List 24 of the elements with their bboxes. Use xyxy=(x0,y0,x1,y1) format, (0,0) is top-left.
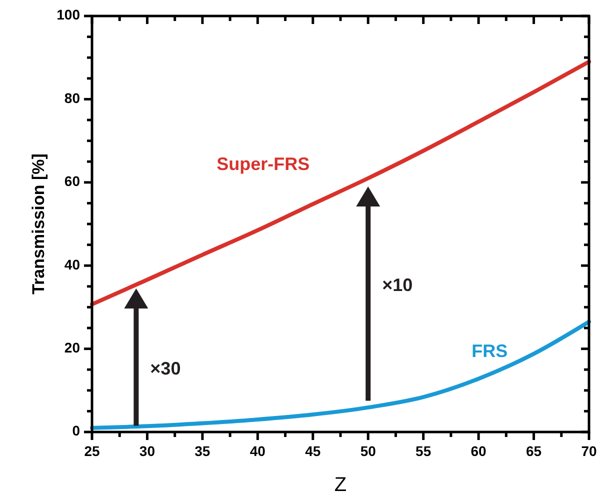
y-tick-label: 40 xyxy=(64,256,80,272)
x-tick-label: 35 xyxy=(194,443,210,459)
x-tick-label: 30 xyxy=(139,443,156,459)
line-series xyxy=(90,320,591,430)
y-tick-label: 60 xyxy=(64,173,80,190)
x-tick-label: 25 xyxy=(84,443,100,459)
x-tick-label: 70 xyxy=(581,443,597,459)
x-tick-label: 55 xyxy=(416,443,432,459)
x-tick-label: 45 xyxy=(305,443,321,459)
y-tick-label: 0 xyxy=(72,422,80,439)
x-tick-label: 50 xyxy=(360,443,376,459)
x-tick-label: 60 xyxy=(470,443,487,459)
y-tick-label: 20 xyxy=(64,340,80,356)
annotation: ×10 xyxy=(382,275,413,296)
x-tick-label: 65 xyxy=(526,443,542,459)
y-tick-label: 80 xyxy=(64,90,80,106)
x-axis-title: Z xyxy=(334,474,347,496)
series-label: FRS xyxy=(472,341,508,362)
line-series xyxy=(90,60,591,306)
series-label: Super-FRS xyxy=(216,154,310,174)
y-axis-title: Transmission [%] xyxy=(29,154,48,294)
annotation: ×30 xyxy=(150,358,181,378)
x-tick-label: 40 xyxy=(250,443,266,459)
y-tick-label: 100 xyxy=(56,6,80,23)
